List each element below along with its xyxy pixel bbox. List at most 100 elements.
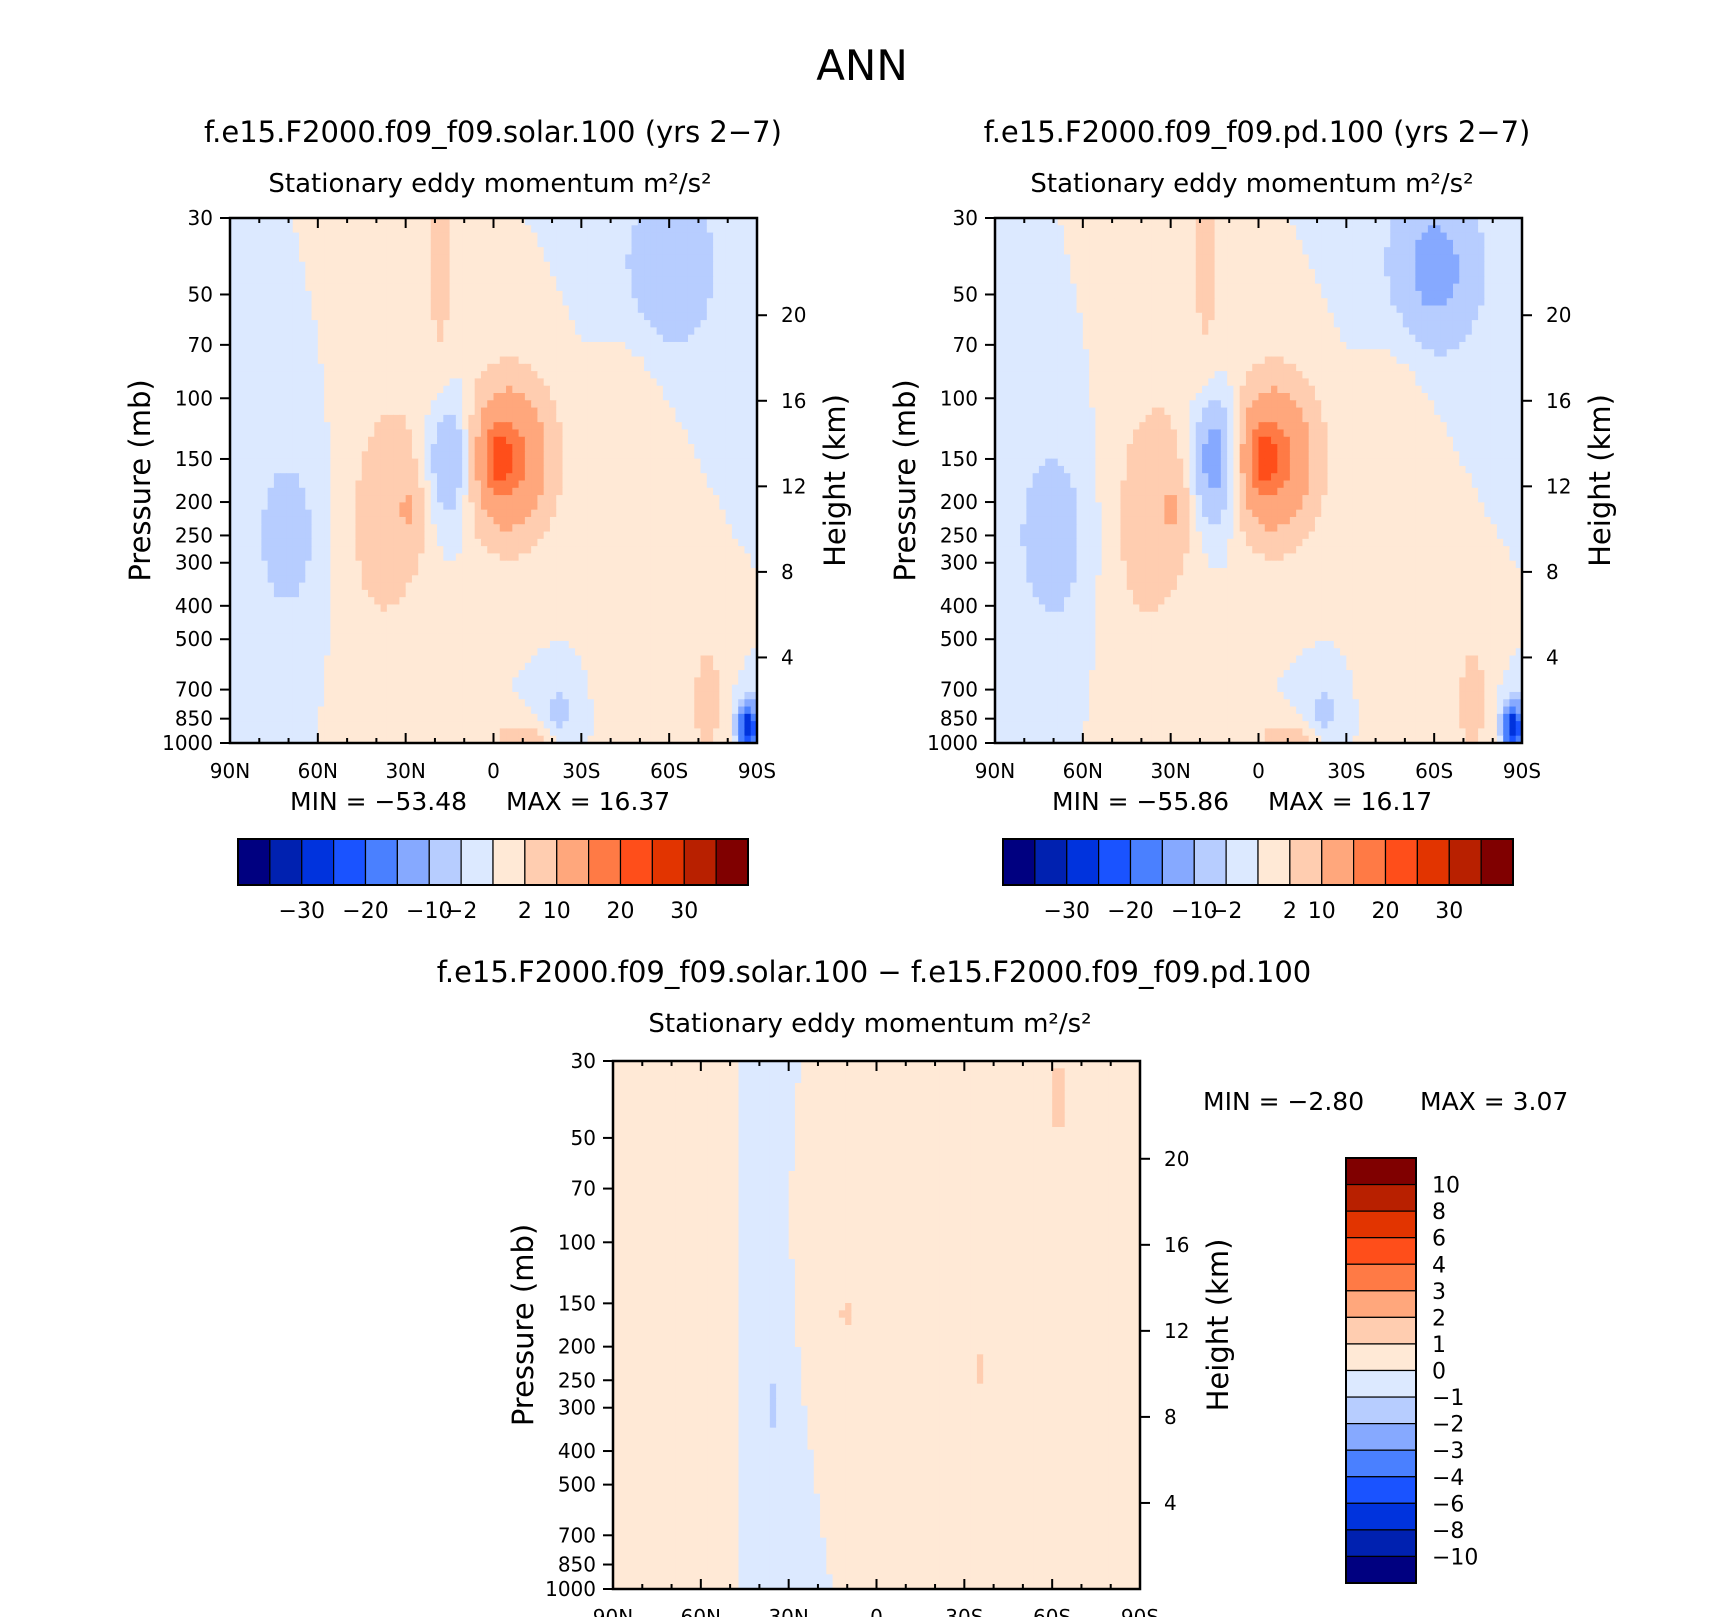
heatmap-cell <box>525 575 532 583</box>
heatmap-cell <box>544 349 551 357</box>
heatmap-cell <box>707 437 714 445</box>
heatmap-cell <box>606 408 613 416</box>
heatmap-cell <box>418 320 425 328</box>
heatmap-cell <box>424 269 431 277</box>
heatmap-cell <box>443 400 450 408</box>
heatmap-cell <box>261 364 268 372</box>
heatmap-cell <box>280 532 287 540</box>
heatmap-cell <box>638 386 645 394</box>
heatmap-cell <box>236 225 243 233</box>
heatmap-cell <box>337 619 344 627</box>
heatmap-cell <box>707 561 714 569</box>
heatmap-cell <box>299 641 306 649</box>
heatmap-cell <box>274 269 281 277</box>
heatmap-cell <box>544 306 551 314</box>
heatmap-cell <box>368 262 375 270</box>
heatmap-cell <box>268 575 275 583</box>
heatmap-cell <box>544 429 551 437</box>
heatmap-cell <box>563 291 570 299</box>
heatmap-cell <box>726 240 733 248</box>
heatmap-cell <box>355 320 362 328</box>
heatmap-cell <box>550 553 557 561</box>
heatmap-cell <box>638 269 645 277</box>
heatmap-cell <box>594 532 601 540</box>
heatmap-cell <box>669 335 676 343</box>
heatmap-cell <box>318 553 325 561</box>
heatmap-cell <box>512 604 519 612</box>
heatmap-cell <box>343 575 350 583</box>
heatmap-cell <box>406 284 413 292</box>
heatmap-cell <box>393 342 400 350</box>
heatmap-cell <box>657 510 664 518</box>
heatmap-cell <box>544 335 551 343</box>
heatmap-cell <box>719 298 726 306</box>
heatmap-cell <box>719 378 726 386</box>
heatmap-cell <box>255 364 262 372</box>
heatmap-cell <box>349 619 356 627</box>
heatmap-cell <box>280 553 287 561</box>
heatmap-cell <box>349 357 356 365</box>
heatmap-cell <box>726 254 733 262</box>
heatmap-cell <box>701 546 708 554</box>
heatmap-cell <box>544 378 551 386</box>
heatmap-cell <box>657 240 664 248</box>
heatmap-cell <box>575 626 582 634</box>
heatmap-cell <box>556 327 563 335</box>
heatmap-cell <box>506 510 513 518</box>
heatmap-cell <box>286 641 293 649</box>
heatmap-cell <box>418 488 425 496</box>
heatmap-cell <box>726 517 733 525</box>
heatmap-cell <box>556 553 563 561</box>
heatmap-cell <box>481 364 488 372</box>
heatmap-cell <box>475 225 482 233</box>
heatmap-cell <box>500 561 507 569</box>
heatmap-cell <box>280 320 287 328</box>
heatmap-cell <box>487 364 494 372</box>
heatmap-cell <box>261 510 268 518</box>
heatmap-cell <box>744 364 751 372</box>
heatmap-cell <box>481 481 488 489</box>
heatmap-cell <box>544 451 551 459</box>
heatmap-cell <box>368 378 375 386</box>
heatmap-cell <box>644 320 651 328</box>
heatmap-cell <box>606 517 613 525</box>
heatmap-cell <box>443 342 450 350</box>
heatmap-cell <box>512 429 519 437</box>
heatmap-cell <box>274 626 281 634</box>
heatmap-cell <box>694 575 701 583</box>
heatmap-cell <box>286 349 293 357</box>
heatmap-cell <box>462 327 469 335</box>
heatmap-cell <box>650 553 657 561</box>
heatmap-cell <box>431 510 438 518</box>
heatmap-cell <box>475 313 482 321</box>
heatmap-cell <box>293 233 300 241</box>
heatmap-cell <box>293 349 300 357</box>
heatmap-cell <box>619 364 626 372</box>
heatmap-cell <box>744 240 751 248</box>
heatmap-cell <box>738 451 745 459</box>
heatmap-cell <box>657 225 664 233</box>
heatmap-cell <box>243 386 250 394</box>
heatmap-cell <box>619 240 626 248</box>
heatmap-cell <box>688 437 695 445</box>
heatmap-cell <box>343 604 350 612</box>
heatmap-cell <box>512 400 519 408</box>
heatmap-cell <box>575 240 582 248</box>
heatmap-cell <box>694 429 701 437</box>
heatmap-cell <box>280 240 287 248</box>
heatmap-cell <box>594 342 601 350</box>
heatmap-cell <box>468 254 475 262</box>
heatmap-cell <box>606 306 613 314</box>
heatmap-cell <box>324 553 331 561</box>
heatmap-cell <box>337 488 344 496</box>
heatmap-cell <box>330 342 337 350</box>
heatmap-cell <box>456 349 463 357</box>
heatmap-cell <box>494 429 501 437</box>
heatmap-cell <box>243 539 250 547</box>
heatmap-cell <box>550 583 557 591</box>
heatmap-cell <box>362 327 369 335</box>
heatmap-cell <box>299 400 306 408</box>
heatmap-cell <box>424 612 431 620</box>
heatmap-cell <box>468 444 475 452</box>
heatmap-cell <box>412 313 419 321</box>
